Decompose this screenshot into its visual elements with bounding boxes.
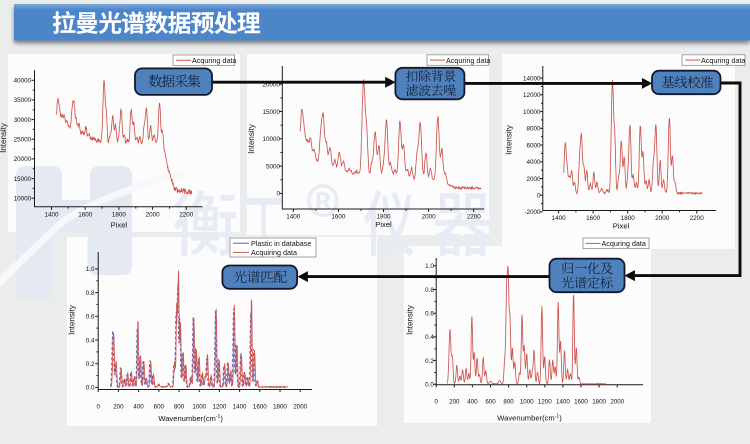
svg-text:400: 400 (133, 404, 144, 411)
svg-text:0.4: 0.4 (425, 334, 434, 341)
svg-text:10000: 10000 (523, 109, 541, 116)
svg-text:1400: 1400 (556, 399, 570, 406)
svg-text:0.6: 0.6 (86, 314, 95, 321)
svg-text:0.0: 0.0 (86, 385, 95, 392)
svg-text:0.8: 0.8 (425, 287, 434, 294)
svg-text:Intensity: Intensity (505, 125, 514, 155)
svg-text:15000: 15000 (14, 176, 32, 183)
svg-text:1.0: 1.0 (86, 266, 95, 273)
svg-text:400: 400 (467, 399, 478, 406)
svg-text:1.0: 1.0 (425, 263, 434, 270)
svg-text:0.6: 0.6 (425, 311, 434, 318)
svg-text:Acquring data: Acquring data (701, 56, 745, 65)
svg-text:Acquring data: Acquring data (192, 56, 236, 65)
svg-text:8000: 8000 (526, 126, 541, 133)
svg-text:5000: 5000 (266, 163, 281, 170)
svg-text:Plastic in database: Plastic in database (251, 239, 311, 248)
svg-text:200: 200 (449, 399, 460, 406)
svg-text:Intensity: Intensity (68, 305, 77, 335)
svg-text:20000: 20000 (14, 156, 32, 163)
svg-text:20000: 20000 (262, 82, 280, 89)
svg-text:Intensity: Intensity (406, 305, 415, 335)
svg-text:Acquring data: Acquring data (602, 239, 646, 248)
svg-text:1800: 1800 (592, 399, 606, 406)
svg-text:1600: 1600 (78, 212, 93, 219)
svg-text:1600: 1600 (331, 214, 346, 221)
svg-text:2000: 2000 (655, 215, 670, 222)
svg-text:0: 0 (434, 399, 438, 406)
svg-text:0: 0 (96, 404, 100, 411)
svg-text:30000: 30000 (14, 117, 32, 124)
svg-text:800: 800 (503, 399, 514, 406)
svg-text:Wavenumber(cm-1): Wavenumber(cm-1) (497, 414, 562, 423)
svg-text:1800: 1800 (621, 215, 636, 222)
svg-text:2200: 2200 (690, 215, 705, 222)
svg-text:1200: 1200 (213, 404, 227, 411)
svg-text:1400: 1400 (44, 212, 59, 219)
svg-text:1800: 1800 (273, 404, 287, 411)
svg-text:1600: 1600 (253, 404, 267, 411)
svg-text:200: 200 (113, 404, 124, 411)
svg-text:1800: 1800 (376, 214, 391, 221)
svg-text:2000: 2000 (293, 404, 307, 411)
svg-text:1400: 1400 (552, 215, 567, 222)
svg-text:Acquring data: Acquring data (446, 56, 490, 65)
svg-text:1200: 1200 (538, 399, 552, 406)
svg-text:Pixel: Pixel (375, 220, 392, 229)
svg-text:Pixel: Pixel (111, 221, 128, 230)
svg-text:10000: 10000 (262, 136, 280, 143)
svg-text:1600: 1600 (586, 215, 601, 222)
svg-text:1800: 1800 (112, 212, 127, 219)
svg-text:4000: 4000 (526, 159, 541, 166)
svg-text:2200: 2200 (467, 214, 482, 221)
svg-text:600: 600 (154, 404, 165, 411)
svg-text:2000: 2000 (422, 214, 437, 221)
svg-text:0.2: 0.2 (425, 358, 434, 365)
svg-text:1000: 1000 (520, 399, 534, 406)
svg-text:35000: 35000 (14, 97, 32, 104)
svg-text:-2000: -2000 (524, 209, 541, 216)
svg-text:0.2: 0.2 (86, 361, 95, 368)
svg-text:12000: 12000 (523, 92, 541, 99)
svg-text:1600: 1600 (574, 399, 588, 406)
svg-text:2000: 2000 (610, 399, 624, 406)
svg-text:0: 0 (276, 191, 280, 198)
svg-text:2200: 2200 (179, 212, 194, 219)
svg-text:14000: 14000 (523, 75, 541, 82)
svg-text:6000: 6000 (526, 142, 541, 149)
svg-text:10000: 10000 (14, 196, 32, 203)
svg-text:0.4: 0.4 (86, 337, 95, 344)
svg-text:40000: 40000 (14, 78, 32, 85)
svg-text:25000: 25000 (14, 137, 32, 144)
svg-text:2000: 2000 (526, 176, 541, 183)
svg-text:1400: 1400 (233, 404, 247, 411)
svg-text:0.8: 0.8 (86, 290, 95, 297)
svg-text:1400: 1400 (286, 214, 301, 221)
svg-text:Intensity: Intensity (0, 123, 8, 153)
svg-text:1000: 1000 (192, 404, 206, 411)
svg-text:2000: 2000 (146, 212, 161, 219)
svg-text:600: 600 (485, 399, 496, 406)
svg-text:Intensity: Intensity (247, 124, 256, 154)
svg-text:Pixel: Pixel (613, 222, 630, 231)
svg-text:Acquiring data: Acquiring data (251, 248, 297, 257)
svg-text:Wavenumber(cm-1): Wavenumber(cm-1) (158, 414, 223, 423)
svg-text:15000: 15000 (262, 109, 280, 116)
svg-text:0: 0 (537, 193, 541, 200)
svg-text:800: 800 (174, 404, 185, 411)
svg-text:0.0: 0.0 (425, 382, 434, 389)
